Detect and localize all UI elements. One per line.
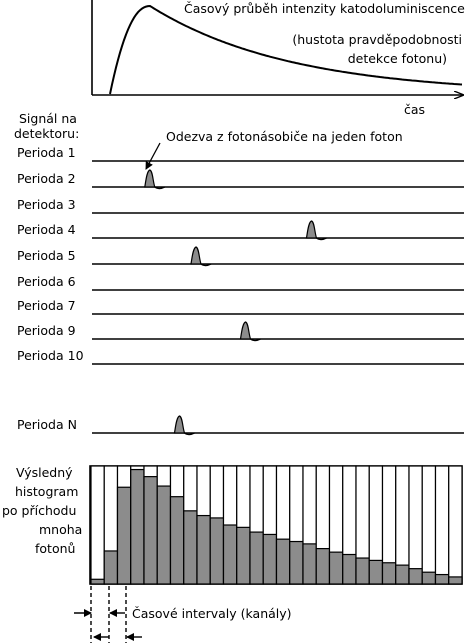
photon-pulse — [173, 415, 186, 434]
curve-subtitle-1: (hustota pravděpodobnosti — [292, 32, 462, 47]
histogram-bar — [130, 468, 145, 585]
photon-pulse — [144, 169, 156, 188]
histogram-bar — [90, 578, 105, 585]
histogram-channel — [448, 465, 463, 585]
histogram-bar — [315, 547, 331, 585]
histogram-bar — [421, 571, 437, 585]
histogram-bar — [116, 486, 132, 585]
histogram-bar — [368, 559, 384, 585]
intensity-curve — [109, 4, 463, 95]
histogram-label-1: Výsledný — [16, 465, 73, 480]
pulse-undershoot — [316, 237, 327, 241]
histogram-bar — [236, 526, 251, 585]
histogram-channel — [421, 465, 437, 585]
histogram-bar — [262, 533, 278, 585]
histogram-bar — [434, 573, 450, 585]
period-label: Perioda 1 — [17, 145, 76, 160]
histogram-bar — [448, 576, 463, 585]
histogram-channel — [90, 465, 105, 585]
time-axis-label: čas — [404, 102, 425, 117]
histogram-bar — [381, 562, 397, 585]
histogram-channel — [408, 465, 423, 585]
histogram-bar — [355, 557, 370, 585]
period-label: Perioda 6 — [17, 274, 76, 289]
histogram-bar — [328, 551, 344, 585]
annotation-arrow — [145, 142, 161, 170]
pulse-undershoot — [154, 186, 166, 190]
histogram-bar — [222, 524, 238, 585]
period-label: Perioda 9 — [17, 323, 76, 338]
histogram-bar — [169, 496, 185, 585]
pulse-undershoot — [250, 338, 261, 342]
histogram-bars — [90, 465, 463, 585]
detector-label-2: detektoru: — [14, 126, 79, 141]
period-label: Perioda 2 — [17, 171, 76, 186]
histogram-channel — [434, 465, 450, 585]
photon-pulse — [305, 220, 318, 239]
histogram-bar — [275, 538, 291, 585]
histogram-label-2: histogram — [15, 484, 78, 499]
periods-group: Perioda 1 Perioda 2 Perioda 3 Perioda 4 Peri… — [17, 145, 464, 436]
histogram-bar — [408, 568, 423, 585]
response-annotation: Odezva z fotonásobiče na jeden foton — [166, 129, 403, 144]
histogram-bar — [395, 564, 410, 585]
period-label: Perioda N — [17, 417, 77, 432]
pulse-undershoot — [184, 432, 195, 436]
histogram-bar — [143, 476, 158, 585]
histogram-bar — [156, 485, 172, 585]
curve-subtitle-2: detekce fotonu) — [348, 51, 447, 66]
curve-title: Časový průběh intenzity katodoluminiscen… — [184, 1, 465, 16]
period-label: Perioda 7 — [17, 298, 76, 313]
photon-pulse — [190, 246, 202, 265]
period-label: Perioda 3 — [17, 197, 76, 212]
histogram-label-4: mnoha — [39, 522, 82, 537]
detector-label-1: Signál na — [19, 111, 77, 126]
histogram-label-5: fotonů — [35, 541, 75, 556]
histogram-bar — [342, 553, 357, 585]
pulse-undershoot — [200, 263, 212, 267]
histogram-bar — [103, 550, 119, 585]
histogram-bar — [249, 531, 264, 585]
intervals-label: Časové intervaly (kanály) — [132, 606, 292, 621]
histogram-label-3: po příchodu — [2, 503, 76, 518]
histogram-bar — [302, 543, 317, 585]
histogram-bar — [196, 514, 211, 585]
histogram-bar — [183, 510, 198, 585]
period-label: Perioda 10 — [17, 348, 84, 363]
photon-pulse — [239, 321, 252, 340]
histogram-bar — [289, 540, 304, 585]
histogram-bar — [209, 517, 225, 585]
period-label: Perioda 5 — [17, 248, 76, 263]
period-label: Perioda 4 — [17, 222, 76, 237]
